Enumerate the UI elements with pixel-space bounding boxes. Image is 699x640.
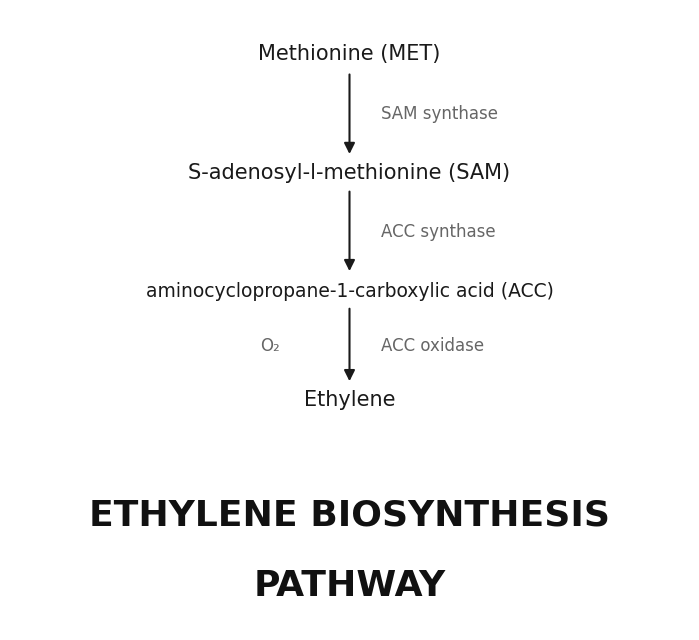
Text: Methionine (MET): Methionine (MET) (259, 44, 440, 65)
Text: SAM synthase: SAM synthase (381, 105, 498, 123)
Text: Ethylene: Ethylene (304, 390, 395, 410)
Text: O₂: O₂ (260, 337, 280, 355)
Text: ACC synthase: ACC synthase (381, 223, 496, 241)
Text: ETHYLENE BIOSYNTHESIS: ETHYLENE BIOSYNTHESIS (89, 498, 610, 532)
Text: PATHWAY: PATHWAY (254, 568, 445, 603)
Text: S-adenosyl-l-methionine (SAM): S-adenosyl-l-methionine (SAM) (189, 163, 510, 183)
Text: aminocyclopropane-1-carboxylic acid (ACC): aminocyclopropane-1-carboxylic acid (ACC… (145, 282, 554, 301)
Text: ACC oxidase: ACC oxidase (381, 337, 484, 355)
